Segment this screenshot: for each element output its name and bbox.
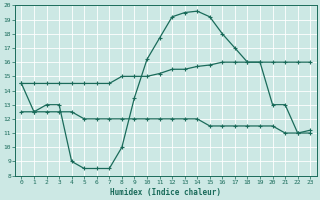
X-axis label: Humidex (Indice chaleur): Humidex (Indice chaleur) xyxy=(110,188,221,197)
